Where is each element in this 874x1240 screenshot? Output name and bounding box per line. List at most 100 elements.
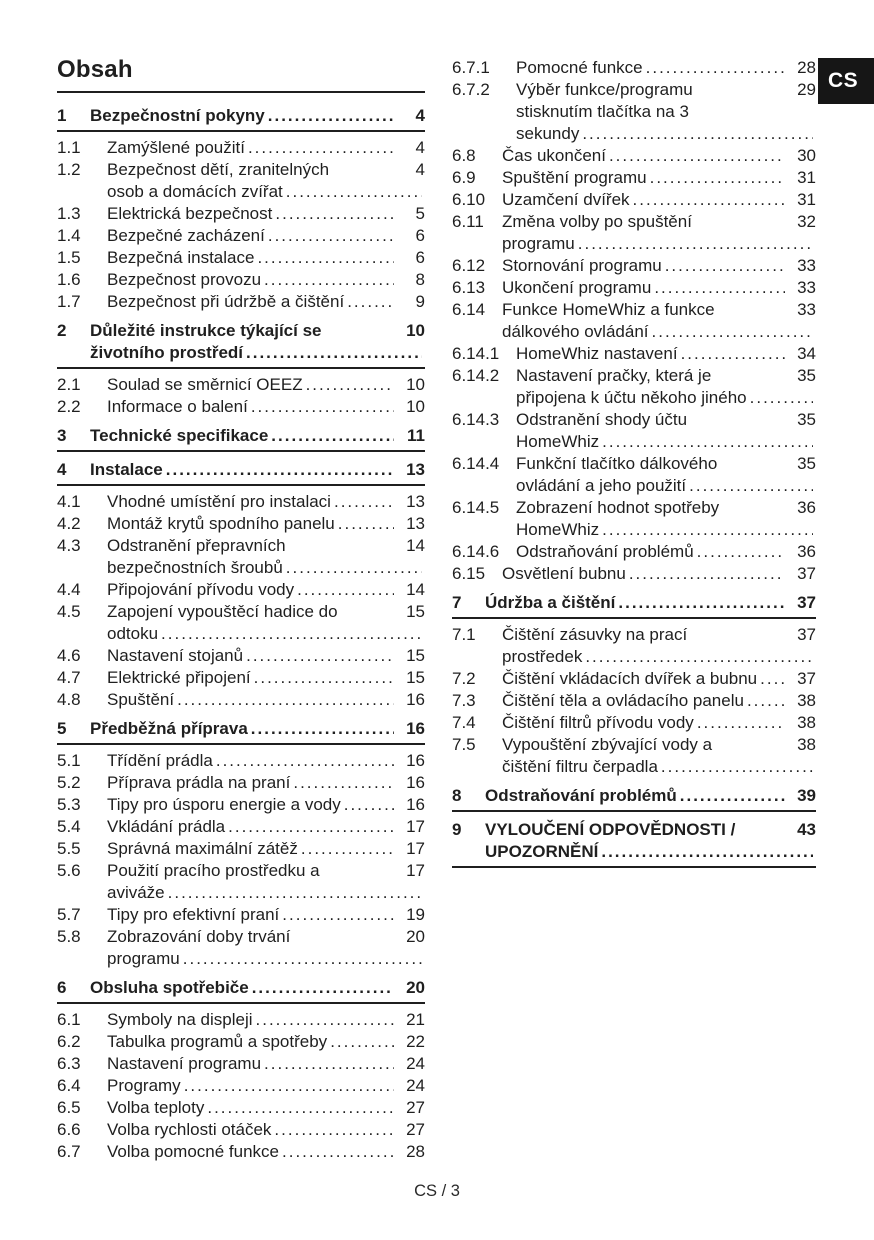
toc-entry: 5.7 Tipy pro efektivní praní 19 [57, 904, 425, 926]
dot-leader [275, 203, 394, 225]
toc-entry-line: 3 Technické specifikace 11 [57, 425, 425, 447]
dot-leader [689, 475, 813, 497]
dot-leader [207, 1097, 394, 1119]
toc-entry-number: 5.7 [57, 905, 81, 924]
toc-entry: 6.14.2 Nastavení pračky, která je 35 připoj… [452, 365, 816, 409]
toc-entry-page: 38 [797, 713, 816, 732]
toc-entry-label: Zobrazování doby trvání [107, 927, 291, 946]
toc-entry: 6.11 Změna volby po spuštění 32 programu [452, 211, 816, 255]
dot-leader [578, 233, 813, 255]
toc-entry-page: 13 [406, 492, 425, 511]
toc-entry-label: připojena k účtu někoho jiného [516, 388, 747, 407]
dot-leader [256, 1009, 394, 1031]
toc-entry-label: HomeWhiz nastavení [516, 344, 678, 363]
toc-entry: 1.4 Bezpečné zacházení 6 [57, 225, 425, 247]
dot-leader [301, 838, 394, 860]
dot-leader [633, 189, 785, 211]
toc-entry: 5.1 Třídění prádla 16 [57, 750, 425, 772]
toc-entry: 6.5 Volba teploty 27 [57, 1097, 425, 1119]
toc-entry: 5 Předběžná příprava 16 [57, 718, 425, 745]
dot-leader [618, 592, 785, 614]
toc-entry-number: 6.14.6 [452, 542, 500, 561]
toc-entry-line: 6.2 Tabulka programů a spotřeby 22 [57, 1031, 425, 1053]
toc-entry-page: 28 [406, 1142, 425, 1161]
toc-entry: 2.2 Informace o balení 10 [57, 396, 425, 418]
toc-entry-number: 6.4 [57, 1076, 81, 1095]
toc-entry-line: HomeWhiz [452, 519, 816, 541]
toc-entry-label: Třídění prádla [107, 751, 213, 770]
toc-entry-label: Bezpečnostní pokyny [90, 106, 265, 125]
toc-entry-number: 7.2 [452, 669, 476, 688]
toc-entry-label: Údržba a čištění [485, 593, 616, 612]
dot-leader [282, 904, 394, 926]
toc-entry: 6.14 Funkce HomeWhiz a funkce 33 dálkového … [452, 299, 816, 343]
toc-entry-number: 4 [57, 460, 67, 479]
toc-entry: 4.1 Vhodné umístění pro instalaci 13 [57, 491, 425, 513]
toc-entry-label: Tabulka programů a spotřeby [107, 1032, 328, 1051]
dot-leader [582, 123, 813, 145]
toc-entry-line: UPOZORNĚNÍ [452, 841, 816, 863]
toc-entry-page: 37 [797, 669, 816, 688]
toc-entry-page: 15 [406, 668, 425, 687]
toc-entry: 6.12 Stornování programu 33 [452, 255, 816, 277]
toc-entry-line: 5.4 Vkládání prádla 17 [57, 816, 425, 838]
toc-entry: 5.4 Vkládání prádla 17 [57, 816, 425, 838]
toc-entry-line: 1.4 Bezpečné zacházení 6 [57, 225, 425, 247]
toc-entry-number: 6.6 [57, 1120, 81, 1139]
toc-entry-label: ovládání a jeho použití [516, 476, 687, 495]
toc-entry: 6.14.4 Funkční tlačítko dálkového 35 ovládá… [452, 453, 816, 497]
toc-entry-label: Vhodné umístění pro instalaci [107, 492, 331, 511]
toc-entry-page: 31 [797, 190, 816, 209]
dot-leader [760, 668, 785, 690]
toc-entry-number: 9 [452, 820, 462, 839]
toc-entry-label: Zobrazení hodnot spotřeby [516, 498, 720, 517]
toc-entry-line: 4.5 Zapojení vypouštěcí hadice do 15 [57, 601, 425, 623]
toc-entry: 1.2 Bezpečnost dětí, zranitelných 4 osob a … [57, 159, 425, 203]
toc-entry-line: 5.8 Zobrazování doby trvání 20 [57, 926, 425, 948]
toc-entry: 1.5 Bezpečná instalace 6 [57, 247, 425, 269]
toc-entry-page: 33 [797, 278, 816, 297]
toc-entry-label: Montáž krytů spodního panelu [107, 514, 335, 533]
toc-entry-label: VYLOUČENÍ ODPOVĚDNOSTI / [485, 820, 736, 839]
toc-entry-label: Změna volby po spuštění [502, 212, 692, 231]
toc-entry-line: 5.3 Tipy pro úsporu energie a vody 16 [57, 794, 425, 816]
toc-entry-page: 16 [406, 773, 425, 792]
toc-entry-line: 6.10 Uzamčení dvířek 31 [452, 189, 816, 211]
dot-leader [652, 321, 813, 343]
toc-entry-label: Zapojení vypouštěcí hadice do [107, 602, 338, 621]
toc-entry-page: 21 [406, 1010, 425, 1029]
toc-entry: 6.6 Volba rychlosti otáček 27 [57, 1119, 425, 1141]
toc-entry-line: 6.1 Symboly na displeji 21 [57, 1009, 425, 1031]
dot-leader [681, 343, 785, 365]
toc-entry-label: HomeWhiz [516, 432, 600, 451]
toc-entry-label: životního prostředí [90, 343, 243, 362]
toc-entry-page: 4 [415, 160, 425, 179]
dot-leader [646, 57, 785, 79]
toc-entry-label: Tipy pro úsporu energie a vody [107, 795, 341, 814]
toc-entry: 6.14.6 Odstraňování problémů 36 [452, 541, 816, 563]
toc-entry-label: Nastavení pračky, která je [516, 366, 712, 385]
toc-entry-page: 9 [415, 292, 425, 311]
toc-entry: 6.13 Ukončení programu 33 [452, 277, 816, 299]
dot-leader [650, 167, 785, 189]
toc-entry-label: stisknutím tlačítka na 3 [516, 102, 689, 121]
language-badge-label: CS [828, 69, 859, 92]
toc-entry-line: 6.8 Čas ukončení 30 [452, 145, 816, 167]
toc-entry-label: Předběžná příprava [90, 719, 248, 738]
toc-entry-label: Čas ukončení [502, 146, 606, 165]
toc-entry-page: 10 [406, 397, 425, 416]
toc-entry: 3 Technické specifikace 11 [57, 425, 425, 452]
toc-entry: 6.15 Osvětlení bubnu 37 [452, 563, 816, 585]
toc-entry-line: 6.7 Volba pomocné funkce 28 [57, 1141, 425, 1163]
dot-leader [184, 1075, 394, 1097]
toc-entry-line: 6.5 Volba teploty 27 [57, 1097, 425, 1119]
toc-entry-page: 24 [406, 1076, 425, 1095]
toc-entry-page: 6 [415, 226, 425, 245]
toc-entry-label: programu [502, 234, 575, 253]
toc-entry-label: Bezpečnost při údržbě a čištění [107, 292, 345, 311]
dot-leader [271, 425, 394, 447]
toc-entry-number: 6.15 [452, 564, 486, 583]
toc-entry-label: Bezpečná instalace [107, 248, 255, 267]
toc-entry: 6.7.1 Pomocné funkce 28 [452, 57, 816, 79]
